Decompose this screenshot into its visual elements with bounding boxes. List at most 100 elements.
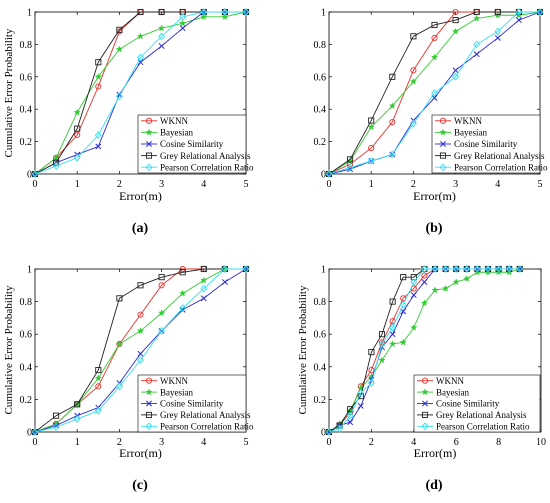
legend-marker — [146, 400, 152, 407]
legend-entry: Bayesian — [160, 387, 193, 397]
x-tick-label: 10 — [536, 437, 546, 448]
legend-entry: Pearson Correlation Ratio — [160, 422, 254, 432]
data-point — [52, 162, 60, 170]
data-point — [221, 8, 229, 16]
x-tick-label: 5 — [244, 179, 249, 190]
y-tick-label: 0.4 — [20, 105, 33, 116]
data-point — [221, 279, 228, 285]
y-tick-label: 0.6 — [314, 72, 327, 83]
data-point — [442, 265, 449, 273]
data-point — [158, 8, 165, 16]
data-point — [346, 411, 354, 420]
data-point — [179, 265, 186, 273]
y-tick-label: 1 — [321, 265, 326, 276]
data-point — [484, 265, 492, 273]
x-tick-label: 0 — [327, 179, 332, 190]
data-point — [200, 8, 208, 16]
legend-marker — [421, 377, 429, 384]
data-point — [463, 265, 471, 273]
data-point — [94, 73, 102, 80]
data-point — [431, 265, 439, 273]
data-point — [116, 295, 123, 302]
x-tick-label: 4 — [411, 437, 416, 448]
data-point — [516, 265, 524, 273]
data-point — [389, 331, 396, 338]
legend-entry: Grey Relational Analysis — [436, 410, 527, 420]
legend-marker — [421, 411, 429, 418]
legend-entry: Cosine Similarity — [160, 139, 224, 149]
data-point — [368, 379, 375, 387]
data-point — [378, 331, 386, 338]
legend-entry: Grey Relational Analysis — [160, 151, 251, 161]
data-point — [368, 145, 375, 152]
data-point — [179, 19, 187, 27]
data-point — [515, 17, 522, 24]
data-point — [357, 402, 364, 409]
data-point — [52, 423, 60, 431]
x-axis-label: Error(m) — [119, 446, 162, 460]
data-point — [179, 306, 186, 313]
data-point — [378, 340, 386, 348]
data-point — [367, 157, 375, 165]
data-point — [116, 26, 123, 33]
legend-entry: Cosine Similarity — [454, 139, 518, 149]
data-point — [242, 8, 250, 16]
data-point — [94, 406, 102, 415]
data-point — [452, 265, 460, 273]
y-tick-label: 0.8 — [314, 40, 327, 51]
data-point — [53, 412, 60, 419]
data-point — [325, 170, 333, 178]
data-point — [94, 374, 102, 382]
legend-marker — [145, 388, 153, 396]
data-point — [431, 89, 438, 97]
legend-marker — [145, 152, 153, 159]
legend-marker — [145, 422, 153, 431]
x-tick-label: 4 — [201, 437, 206, 448]
data-point — [158, 327, 165, 335]
data-point — [368, 367, 375, 374]
data-point — [116, 92, 123, 101]
data-point — [179, 269, 186, 276]
data-point — [452, 67, 459, 74]
x-tick-label: 1 — [369, 179, 374, 190]
data-point — [494, 27, 502, 36]
data-point — [473, 8, 480, 16]
data-point — [136, 327, 145, 334]
legend-marker — [421, 422, 429, 431]
y-tick-label: 0.8 — [20, 297, 33, 308]
legend-entry: WKNN — [160, 116, 188, 126]
data-point — [95, 59, 102, 66]
x-tick-label: 3 — [159, 437, 164, 448]
y-tick-label: 0.6 — [20, 72, 33, 83]
data-point — [158, 43, 165, 49]
y-tick-label: 1 — [27, 8, 32, 19]
legend-entry: WKNN — [160, 376, 188, 386]
chart-panel-a: 0 1 2 3 4 5 0 0.2 0.4 0.6 0.8 1 Error(m) Cumulative E… — [3, 8, 254, 237]
data-point — [495, 265, 502, 273]
y-tick-label: 0.2 — [314, 395, 327, 406]
x-tick-label: 1 — [75, 437, 80, 448]
legend-box — [431, 114, 541, 174]
series-line — [328, 11, 540, 175]
series-pearson-correlation-ratio — [31, 265, 250, 436]
legend-entry: Bayesian — [436, 387, 469, 397]
legend-marker — [440, 141, 446, 147]
legend-marker — [145, 117, 153, 124]
y-axis-label: Cumulative Error Probability — [3, 28, 15, 157]
data-point — [179, 12, 187, 21]
legend-box — [413, 374, 541, 433]
data-point — [410, 119, 417, 128]
data-point — [242, 265, 250, 273]
legend-entry: WKNN — [436, 376, 464, 386]
data-point — [158, 274, 165, 281]
x-axis-label: Error(m) — [413, 189, 456, 203]
y-tick-label: 0.4 — [20, 362, 33, 373]
data-point — [221, 13, 229, 20]
data-point — [368, 349, 375, 356]
panel-caption: (a) — [132, 221, 149, 236]
data-point — [137, 282, 144, 289]
data-point — [137, 350, 144, 357]
data-point — [367, 123, 375, 131]
